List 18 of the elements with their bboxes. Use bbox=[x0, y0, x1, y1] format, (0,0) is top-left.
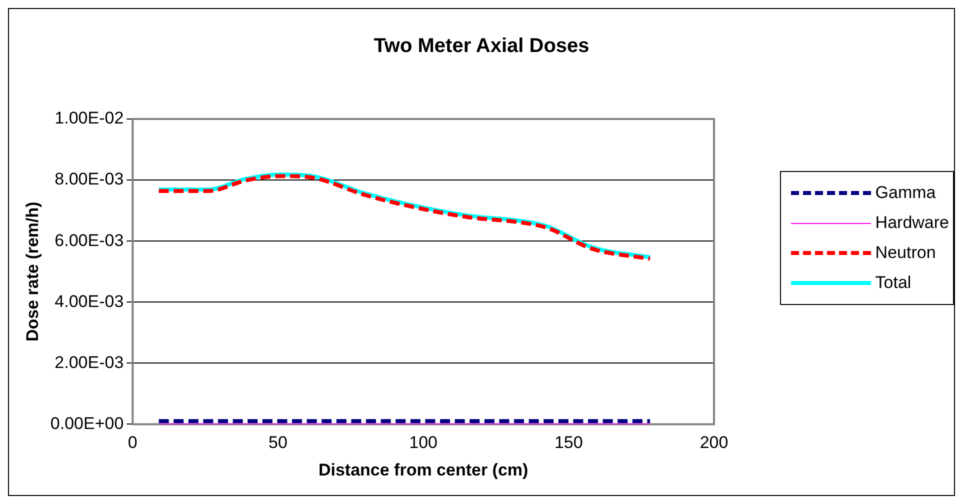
y-tick-label: 8.00E-03 bbox=[54, 170, 124, 189]
x-tick-label: 200 bbox=[700, 433, 728, 452]
y-tick-label: 0.00E+00 bbox=[50, 414, 124, 433]
y-tick-label: 6.00E-03 bbox=[54, 230, 124, 250]
x-tick-label: 100 bbox=[409, 433, 438, 452]
y-axis-title: Dose rate (rem/h) bbox=[22, 202, 42, 342]
y-tick-label: 4.00E-03 bbox=[54, 292, 124, 311]
x-axis-title: Distance from center (cm) bbox=[318, 460, 528, 480]
x-tick-label: 50 bbox=[268, 433, 288, 452]
legend-label: Neutron bbox=[875, 243, 936, 263]
y-tick-label: 2.00E-03 bbox=[54, 352, 124, 372]
legend-label: Gamma bbox=[875, 183, 936, 203]
legend-label: Hardware bbox=[875, 213, 949, 233]
legend-label: Total bbox=[875, 273, 912, 293]
y-tick-label: 1.00E-02 bbox=[54, 108, 124, 128]
chart-title: Two Meter Axial Doses bbox=[372, 35, 590, 58]
x-tick-label: 150 bbox=[554, 433, 583, 452]
x-tick-label: 0 bbox=[128, 433, 138, 452]
